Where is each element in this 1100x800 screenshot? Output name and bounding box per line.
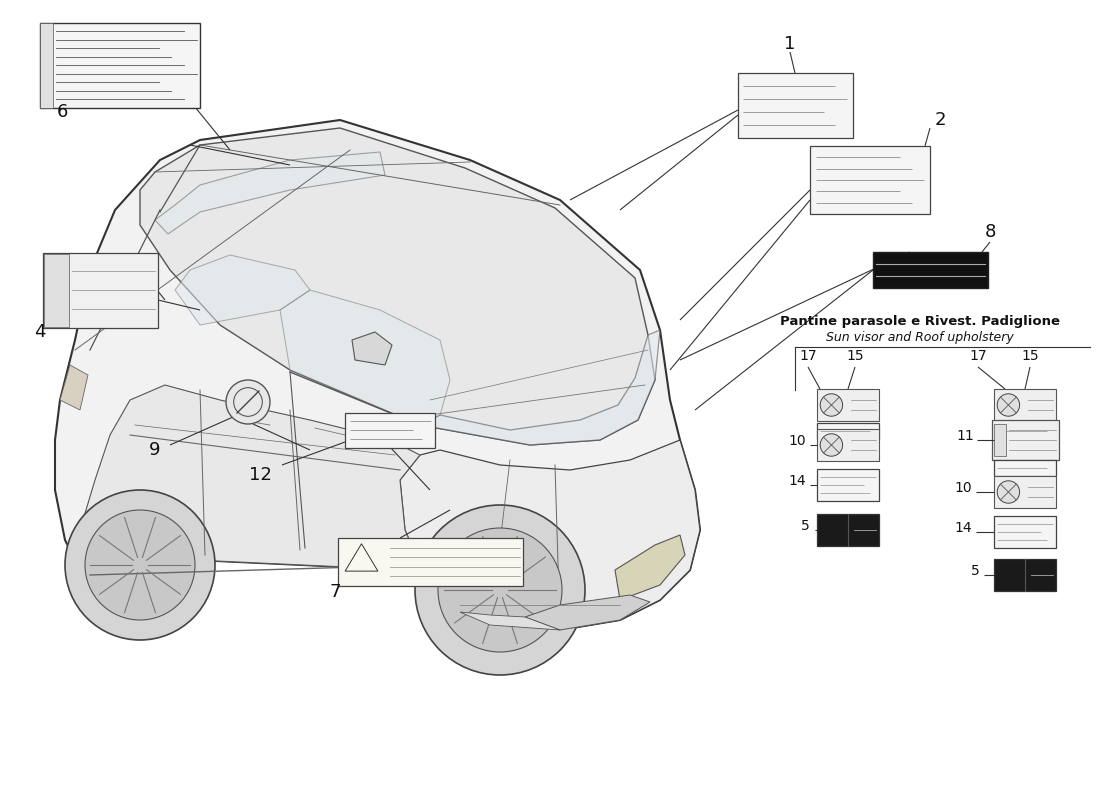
Text: 14: 14 bbox=[789, 474, 806, 488]
Circle shape bbox=[65, 490, 214, 640]
Bar bbox=[345, 413, 434, 447]
Circle shape bbox=[821, 394, 843, 416]
Bar bbox=[993, 424, 1005, 456]
Bar bbox=[817, 423, 879, 439]
Polygon shape bbox=[525, 595, 650, 630]
Text: 15: 15 bbox=[1021, 349, 1038, 363]
Bar bbox=[872, 252, 988, 288]
Bar bbox=[44, 254, 69, 326]
Bar bbox=[991, 420, 1058, 460]
Circle shape bbox=[415, 505, 585, 675]
Text: 7: 7 bbox=[329, 583, 341, 601]
Bar bbox=[338, 538, 522, 586]
Polygon shape bbox=[55, 120, 700, 630]
Text: 5: 5 bbox=[801, 519, 810, 533]
Text: Sun visor and Roof upholstery: Sun visor and Roof upholstery bbox=[826, 331, 1014, 345]
Bar bbox=[994, 559, 1056, 591]
Bar bbox=[40, 22, 53, 107]
Text: 6: 6 bbox=[56, 103, 68, 121]
Bar bbox=[817, 389, 879, 421]
Polygon shape bbox=[140, 128, 654, 445]
Bar bbox=[817, 514, 879, 546]
Bar bbox=[817, 429, 879, 461]
Circle shape bbox=[226, 380, 270, 424]
Text: Pantine parasole e Rivest. Padiglione: Pantine parasole e Rivest. Padiglione bbox=[780, 315, 1060, 329]
Text: 2: 2 bbox=[934, 111, 946, 129]
Text: 17: 17 bbox=[800, 349, 817, 363]
Text: 10: 10 bbox=[789, 434, 806, 448]
Bar bbox=[994, 516, 1056, 548]
Text: 12: 12 bbox=[249, 466, 272, 484]
Polygon shape bbox=[460, 612, 560, 630]
Polygon shape bbox=[280, 290, 450, 425]
Polygon shape bbox=[155, 152, 385, 234]
Text: 11: 11 bbox=[956, 429, 974, 443]
Polygon shape bbox=[175, 255, 310, 325]
Polygon shape bbox=[60, 365, 88, 410]
Polygon shape bbox=[345, 544, 378, 571]
Bar bbox=[40, 22, 200, 107]
Circle shape bbox=[85, 510, 195, 620]
Circle shape bbox=[998, 481, 1020, 503]
Text: 17: 17 bbox=[969, 349, 987, 363]
Text: 8: 8 bbox=[984, 223, 996, 241]
Circle shape bbox=[998, 394, 1020, 416]
Polygon shape bbox=[80, 385, 420, 610]
Text: 14: 14 bbox=[954, 521, 971, 535]
Text: 1: 1 bbox=[784, 35, 795, 53]
Circle shape bbox=[821, 434, 843, 456]
Bar bbox=[994, 423, 1056, 439]
Bar bbox=[737, 73, 852, 138]
Polygon shape bbox=[352, 332, 392, 365]
Polygon shape bbox=[615, 535, 685, 600]
Bar bbox=[43, 253, 157, 327]
Text: 9: 9 bbox=[150, 441, 161, 459]
Polygon shape bbox=[400, 440, 700, 630]
Bar bbox=[817, 469, 879, 501]
Bar bbox=[994, 476, 1056, 508]
Bar bbox=[994, 389, 1056, 421]
Bar bbox=[810, 146, 930, 214]
Bar bbox=[994, 460, 1056, 476]
Text: 4: 4 bbox=[34, 323, 46, 341]
Text: 5: 5 bbox=[970, 564, 979, 578]
Text: 15: 15 bbox=[846, 349, 864, 363]
Circle shape bbox=[438, 528, 562, 652]
Polygon shape bbox=[420, 330, 660, 445]
Text: 10: 10 bbox=[954, 481, 971, 495]
